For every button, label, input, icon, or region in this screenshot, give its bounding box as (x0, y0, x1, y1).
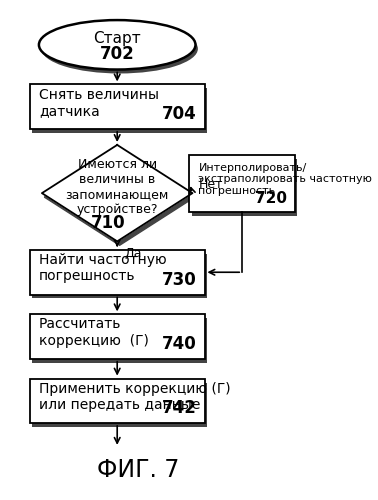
Text: 710: 710 (91, 214, 125, 232)
Text: 702: 702 (100, 44, 135, 62)
Text: Старт: Старт (93, 32, 141, 46)
Text: ФИГ. 7: ФИГ. 7 (97, 458, 180, 482)
Text: Найти частотную
погрешность: Найти частотную погрешность (39, 253, 167, 284)
Text: Да: Да (125, 247, 142, 260)
FancyBboxPatch shape (189, 155, 295, 212)
FancyBboxPatch shape (192, 159, 297, 216)
Text: 720: 720 (255, 190, 287, 206)
Ellipse shape (41, 24, 198, 74)
Text: Нет: Нет (198, 178, 223, 190)
FancyBboxPatch shape (32, 88, 207, 133)
Polygon shape (42, 145, 192, 242)
FancyBboxPatch shape (30, 314, 204, 359)
Text: Снять величины
датчика: Снять величины датчика (39, 88, 159, 118)
FancyBboxPatch shape (32, 318, 207, 362)
FancyBboxPatch shape (32, 254, 207, 298)
Text: Рассчитать
коррекцию  (Г): Рассчитать коррекцию (Г) (39, 318, 149, 348)
Text: Применить коррекцию (Г)
или передать данные: Применить коррекцию (Г) или передать дан… (39, 382, 231, 412)
Text: 730: 730 (162, 270, 197, 288)
Text: 742: 742 (162, 399, 197, 417)
FancyBboxPatch shape (30, 250, 204, 294)
Polygon shape (44, 149, 195, 246)
FancyBboxPatch shape (32, 382, 207, 427)
Text: 704: 704 (162, 105, 197, 123)
FancyBboxPatch shape (30, 84, 204, 129)
FancyBboxPatch shape (30, 378, 204, 423)
Ellipse shape (39, 20, 195, 70)
Text: Имеются ли
величины в
запоминающем
устройстве?: Имеются ли величины в запоминающем устро… (65, 158, 169, 216)
Text: 740: 740 (162, 335, 197, 353)
Text: Интерполировать/
экстраполировать частотную
погрешность: Интерполировать/ экстраполировать частот… (198, 162, 372, 196)
